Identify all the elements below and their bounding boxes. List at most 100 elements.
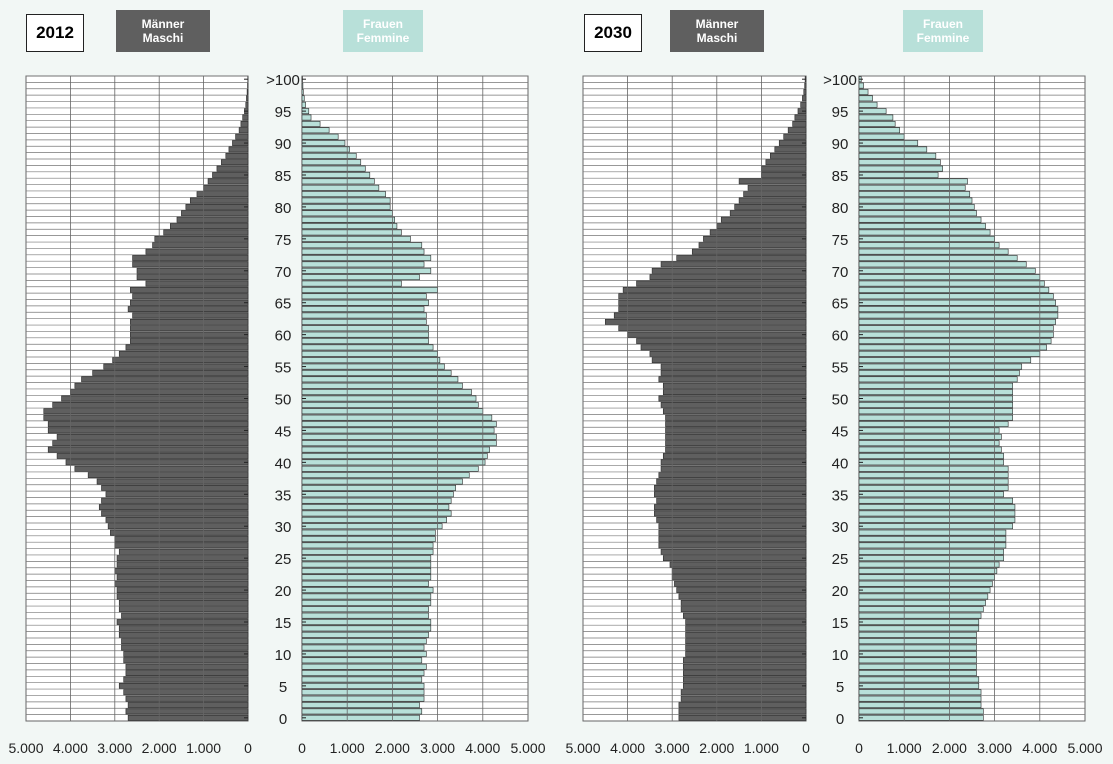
bar-male-age-44	[665, 433, 807, 440]
bar-male-age-49	[52, 401, 249, 408]
legend-male-2012: Männer Maschi	[116, 10, 210, 52]
bar-female-age-13	[858, 631, 977, 638]
bar-female-age-5	[301, 682, 425, 689]
bar-female-age-4	[858, 689, 982, 696]
bar-male-age-2	[678, 702, 807, 708]
age-label: 10	[275, 647, 292, 664]
x-tick-label-male: 2.000	[699, 740, 734, 756]
bar-male-age-86	[216, 165, 249, 172]
bar-male-age-66	[618, 293, 807, 300]
bar-male-age-40	[660, 459, 807, 466]
bar-male-age-0	[127, 714, 249, 721]
bar-male-age-1	[678, 708, 807, 715]
age-label: 0	[836, 711, 844, 728]
x-tick-label-male: 0	[802, 740, 810, 756]
bar-female-age-62	[301, 318, 427, 325]
bar-male-age-43	[52, 440, 249, 447]
bar-female-age-66	[858, 293, 1054, 300]
bar-female-age-78	[301, 216, 395, 223]
bar-female-age-70	[858, 267, 1036, 274]
x-tick-label-female: 3.000	[977, 740, 1012, 756]
bar-male-age-78	[176, 216, 249, 223]
bar-female-age-28	[301, 536, 436, 542]
bar-female-age-73	[858, 248, 1009, 255]
bar-male-age-18	[680, 599, 807, 606]
bar-female-age-27	[858, 542, 1007, 549]
bar-male-age-57	[649, 350, 807, 357]
bar-male-age-15	[116, 619, 249, 625]
bar-male-age-64	[127, 306, 249, 312]
age-label: 35	[275, 487, 292, 504]
bar-female-age-77	[301, 223, 398, 229]
bar-female-age-8	[301, 663, 427, 670]
bar-female-age-96	[301, 101, 306, 108]
x-tick-label-female: 3.000	[420, 740, 455, 756]
bar-female-age-43	[858, 440, 1000, 447]
bar-female-age-53	[858, 376, 1018, 383]
age-label: 65	[832, 296, 849, 313]
legend-male-it: Maschi	[696, 31, 738, 45]
bar-female-age-74	[858, 242, 1000, 249]
bar-female-age-32	[301, 510, 452, 517]
bar-female-age-39	[858, 465, 1009, 472]
bar-male-age-98	[803, 89, 807, 95]
bar-female-age-29	[858, 529, 1007, 536]
bar-male-age-12	[121, 638, 249, 645]
bar-female-age-55	[858, 363, 1023, 370]
bar-male-age-53	[658, 376, 807, 383]
bar-female-age-84	[301, 178, 375, 185]
bar-female-age-73	[301, 248, 425, 255]
bar-male-age-50	[61, 395, 249, 402]
bar-male-age-31	[656, 516, 807, 523]
bar-female-age-84	[858, 178, 968, 185]
age-label: 65	[275, 296, 292, 313]
bar-female-age-1	[858, 708, 984, 715]
bar-female-age-2	[858, 702, 982, 708]
bar-female-age-21	[858, 580, 993, 587]
bar-male-age-48	[662, 408, 807, 415]
bar-female-age-90	[301, 140, 346, 146]
bar-female-age-62	[858, 318, 1056, 325]
bar-female-age-52	[301, 382, 463, 389]
bar-male-age-75	[703, 235, 807, 242]
bar-female-age-1	[301, 708, 423, 715]
bar-male-age-87	[765, 159, 807, 166]
bar-female-age-86	[301, 165, 366, 172]
bar-female-age-85	[858, 172, 939, 178]
bar-male-age-92	[238, 127, 249, 134]
bar-female-age-3	[858, 695, 982, 702]
legend-male-2030: Männer Maschi	[670, 10, 764, 52]
bar-female-age-9	[858, 657, 977, 664]
bar-male-age-90	[778, 140, 807, 146]
bar-female-age-58	[301, 344, 434, 351]
bar-female-age-7	[301, 670, 425, 676]
bar-female-age-89	[301, 146, 350, 153]
bar-male-age-42	[47, 446, 249, 453]
age-label: 70	[832, 264, 849, 281]
bar-male-age-44	[56, 433, 249, 440]
bar-female-age-61	[858, 325, 1054, 332]
bar-female-age-71	[858, 261, 1027, 268]
bar-male-age-99	[804, 82, 807, 89]
age-label: 50	[275, 392, 292, 409]
bar-male-age-80	[185, 204, 249, 210]
bar-male-age-93	[792, 121, 807, 127]
bar-female-age-11	[301, 644, 425, 651]
age-label: 55	[832, 360, 849, 377]
bar-female-age-36	[858, 485, 1009, 491]
bar-male-age-41	[662, 453, 807, 459]
pyramid-panel-2012: 0 5 10 15 20 25 30 35 40 45 50 55 60 65 70 75 80 85 90 95 >1…	[8, 72, 545, 756]
bar-male-age-48	[43, 408, 249, 415]
x-tick-label-male: 5.000	[8, 740, 43, 756]
x-tick-label-male: 0	[244, 740, 252, 756]
bar-male-age-25	[662, 555, 807, 562]
bar-female-age-83	[301, 184, 380, 191]
bar-male-age-47	[43, 414, 249, 421]
bar-female-age-27	[301, 542, 434, 549]
bar-female-age-40	[858, 459, 1004, 466]
age-label: >100	[823, 72, 857, 89]
bar-female-age-80	[858, 204, 975, 210]
bar-male-age-36	[654, 485, 807, 491]
bar-male-age-34	[101, 497, 249, 504]
